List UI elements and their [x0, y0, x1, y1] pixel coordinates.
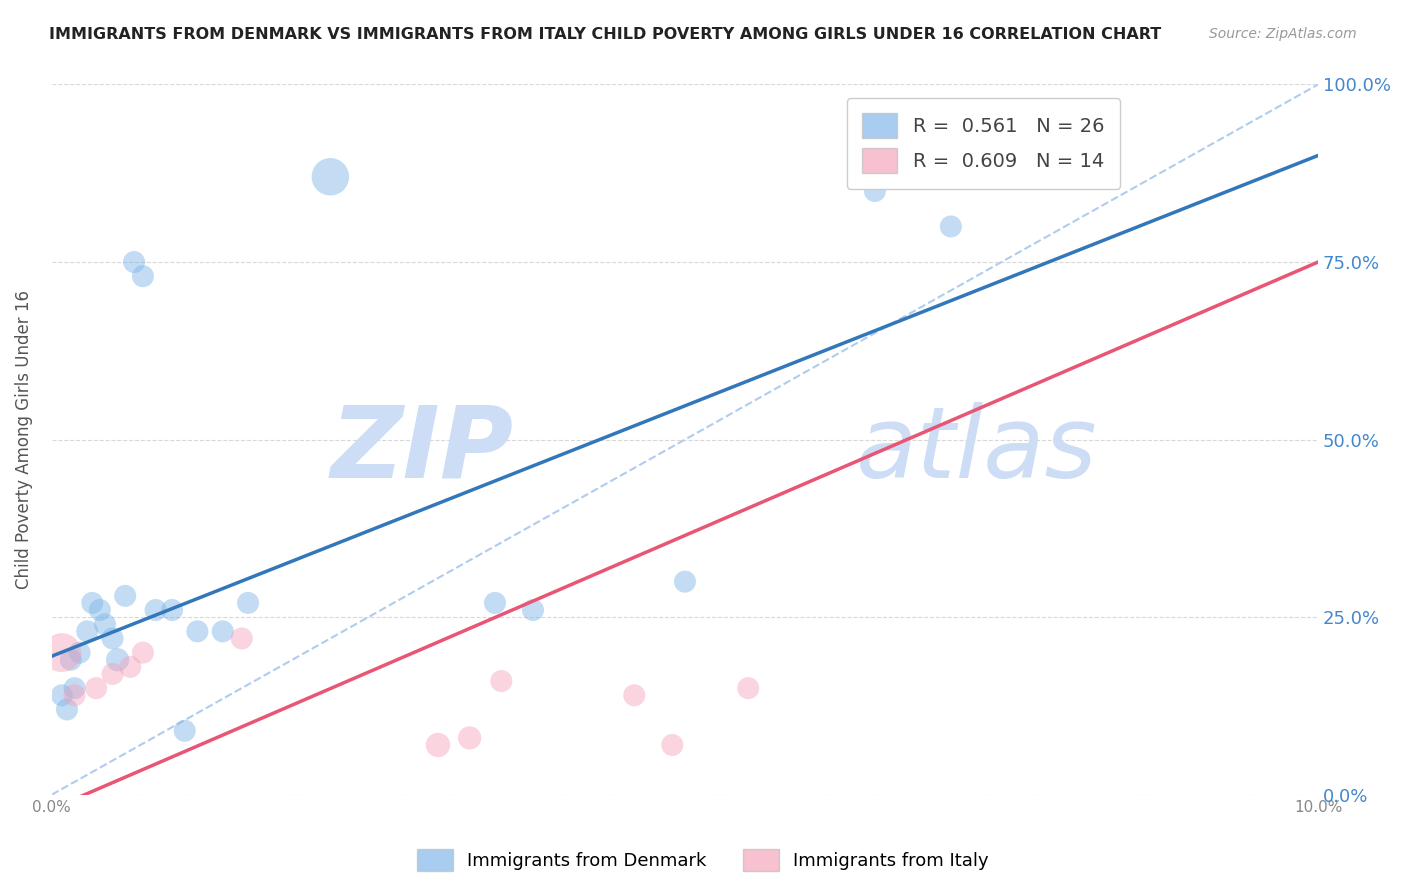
- Point: [107, 653, 129, 667]
- Point: [863, 184, 886, 198]
- Point: [59, 653, 82, 667]
- Point: [623, 688, 645, 702]
- Text: Source: ZipAtlas.com: Source: ZipAtlas.com: [1209, 27, 1357, 41]
- Point: [319, 169, 342, 184]
- Point: [458, 731, 481, 745]
- Text: atlas: atlas: [856, 401, 1098, 499]
- Point: [522, 603, 544, 617]
- Point: [132, 269, 155, 284]
- Point: [491, 674, 513, 689]
- Point: [63, 688, 86, 702]
- Legend: R =  0.561   N = 26, R =  0.609   N = 14: R = 0.561 N = 26, R = 0.609 N = 14: [846, 98, 1119, 188]
- Point: [94, 617, 117, 632]
- Point: [101, 667, 124, 681]
- Point: [673, 574, 696, 589]
- Point: [186, 624, 208, 639]
- Legend: Immigrants from Denmark, Immigrants from Italy: Immigrants from Denmark, Immigrants from…: [409, 842, 997, 879]
- Point: [990, 134, 1012, 148]
- Point: [84, 681, 107, 695]
- Point: [236, 596, 259, 610]
- Point: [89, 603, 111, 617]
- Point: [737, 681, 759, 695]
- Point: [122, 255, 145, 269]
- Text: ZIP: ZIP: [330, 401, 515, 499]
- Point: [76, 624, 98, 639]
- Point: [82, 596, 104, 610]
- Text: IMMIGRANTS FROM DENMARK VS IMMIGRANTS FROM ITALY CHILD POVERTY AMONG GIRLS UNDER: IMMIGRANTS FROM DENMARK VS IMMIGRANTS FR…: [49, 27, 1161, 42]
- Point: [101, 632, 124, 646]
- Point: [63, 681, 86, 695]
- Point: [51, 688, 73, 702]
- Y-axis label: Child Poverty Among Girls Under 16: Child Poverty Among Girls Under 16: [15, 290, 32, 589]
- Point: [160, 603, 183, 617]
- Point: [145, 603, 167, 617]
- Point: [56, 702, 79, 716]
- Point: [211, 624, 233, 639]
- Point: [484, 596, 506, 610]
- Point: [120, 660, 142, 674]
- Point: [51, 646, 73, 660]
- Point: [939, 219, 962, 234]
- Point: [231, 632, 253, 646]
- Point: [132, 646, 155, 660]
- Point: [173, 723, 195, 738]
- Point: [427, 738, 450, 752]
- Point: [661, 738, 683, 752]
- Point: [69, 646, 91, 660]
- Point: [114, 589, 136, 603]
